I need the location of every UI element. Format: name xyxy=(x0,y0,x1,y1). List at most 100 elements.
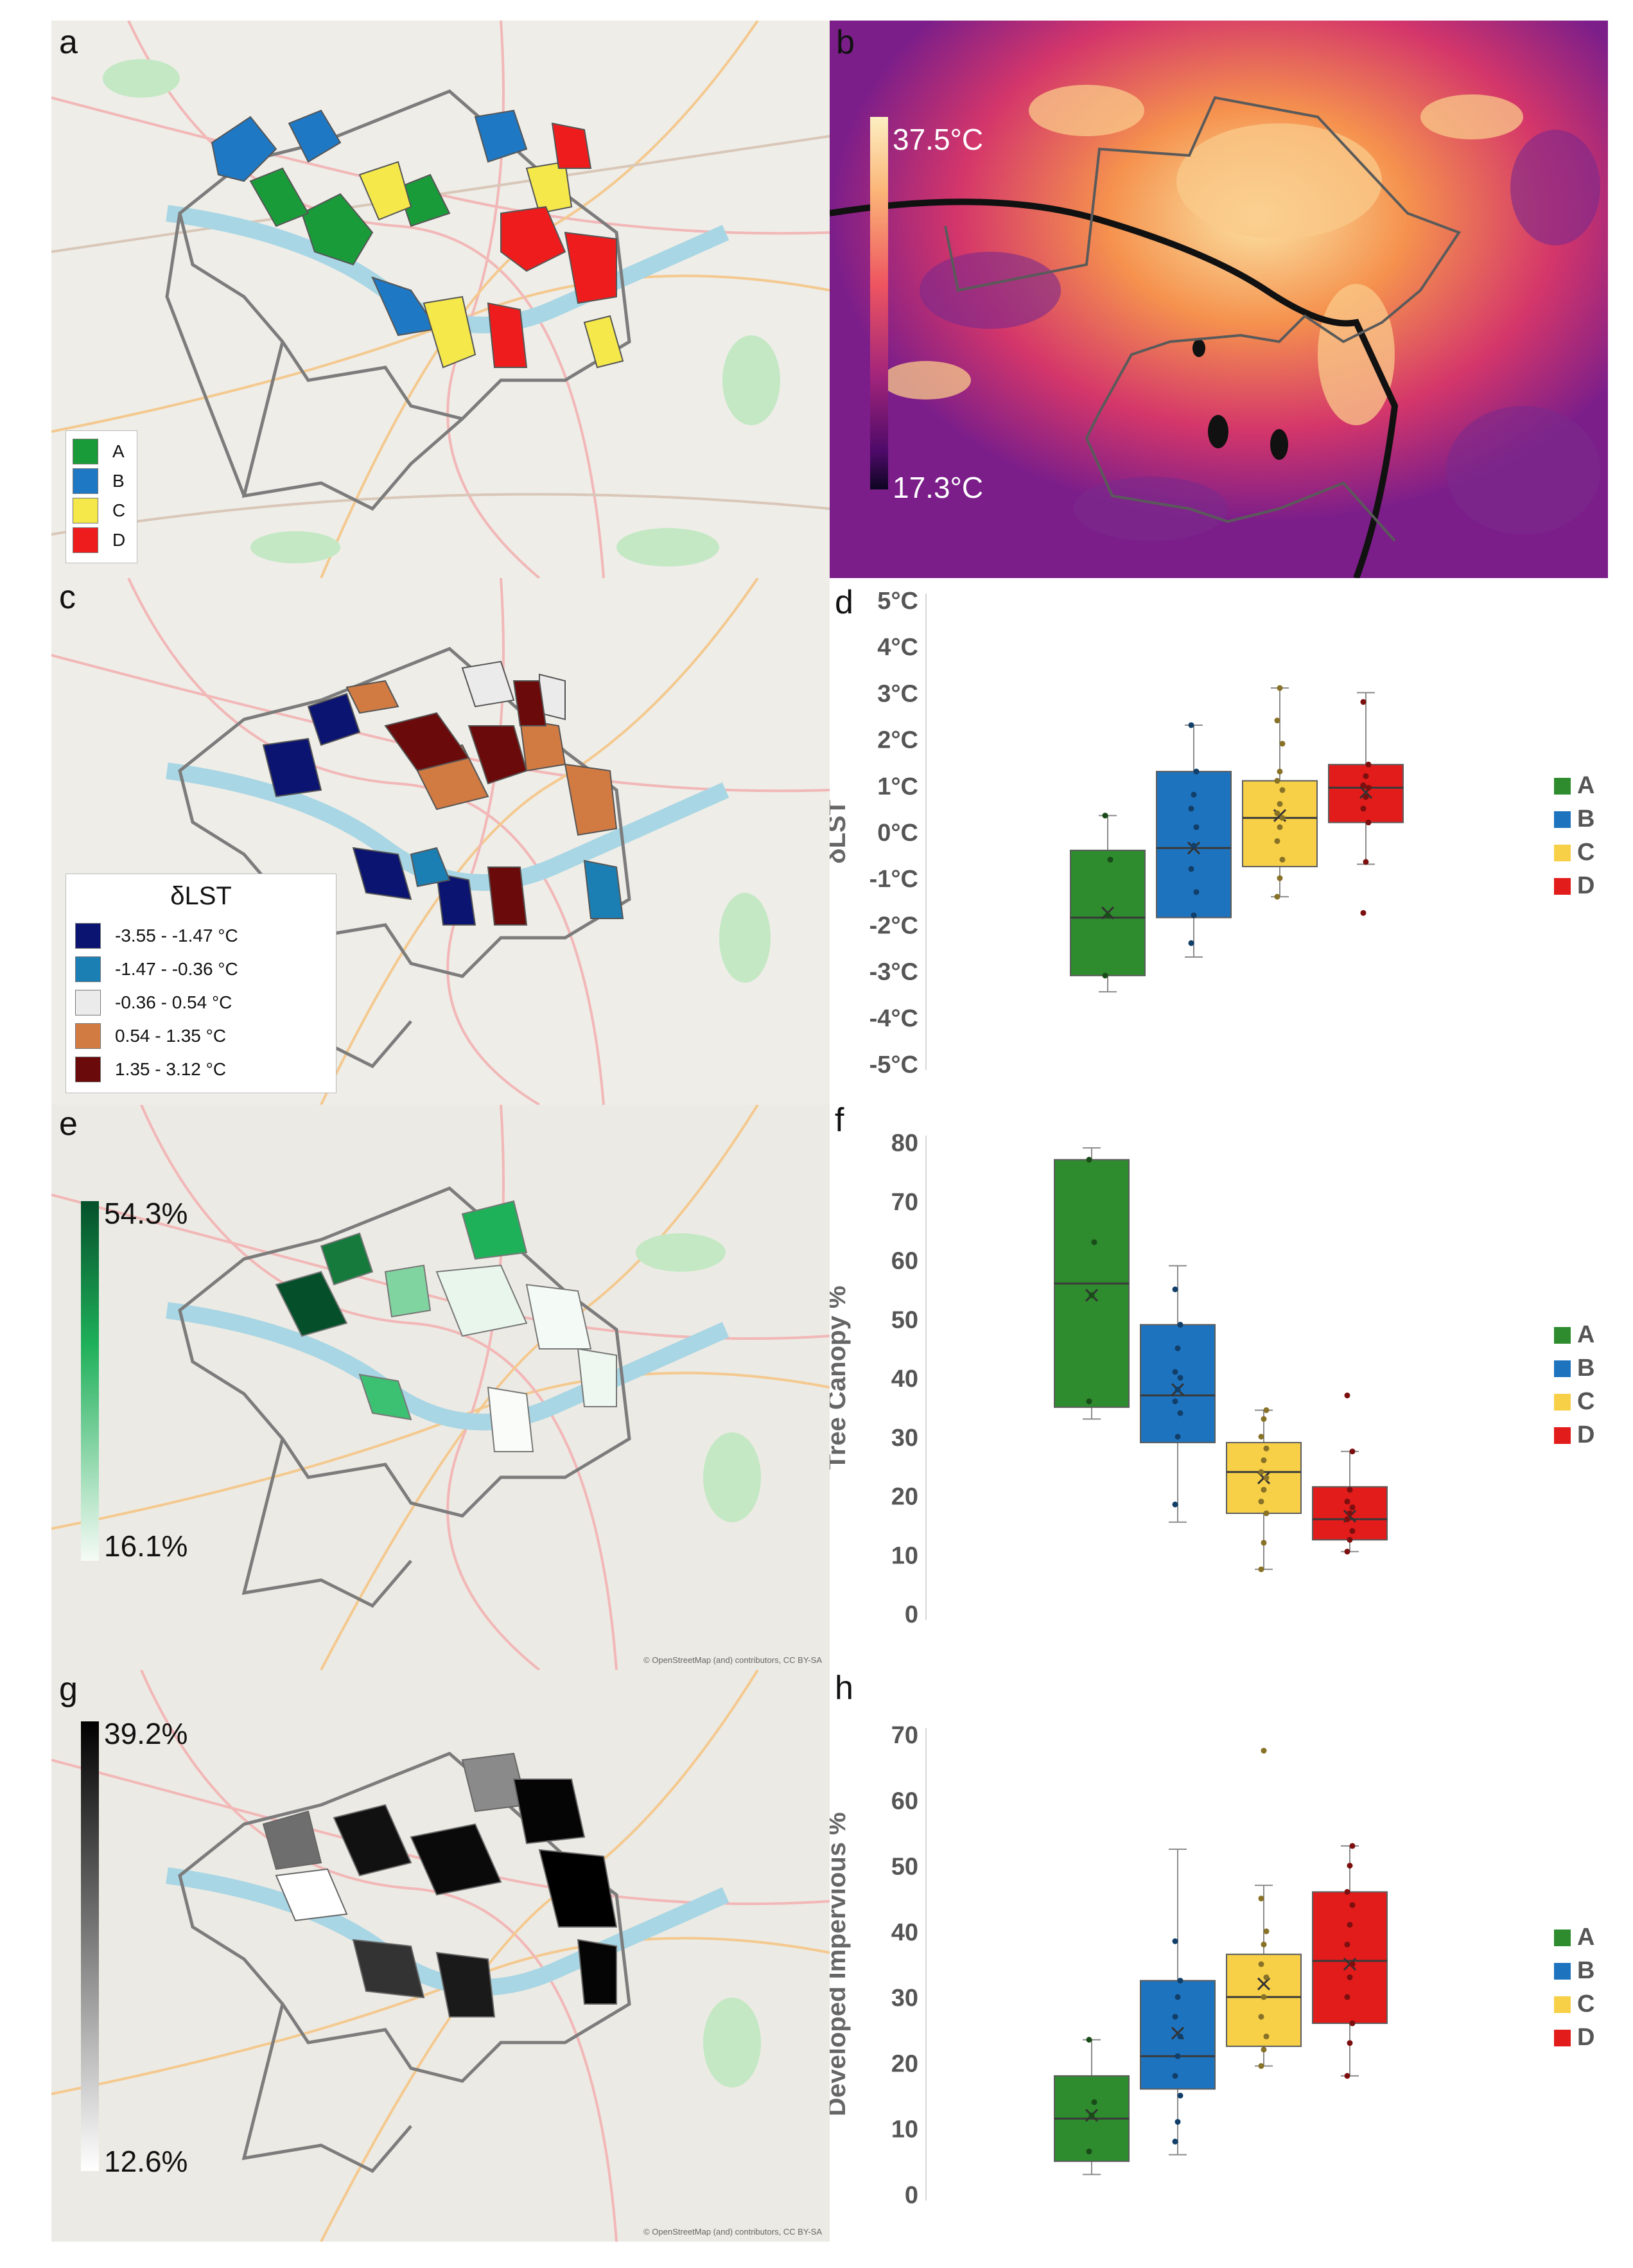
y-tick-label: 30 xyxy=(891,1985,918,2012)
dlst-legend-label-1: -3.55 - -1.47 °C xyxy=(115,926,238,945)
tree-canopy-panel-e: e 54.3% 16.1% © OpenStreetMap (and) cont… xyxy=(51,1105,830,1670)
data-point xyxy=(1193,824,1200,831)
data-point xyxy=(1347,1922,1353,1928)
data-point xyxy=(1177,1375,1183,1381)
data-point xyxy=(1263,2034,1270,2040)
data-point xyxy=(1175,1345,1181,1351)
dlst-legend-item-3: -0.36 - 0.54 °C xyxy=(75,990,232,1015)
data-point xyxy=(1188,866,1194,872)
temperature-max-label: 37.5°C xyxy=(893,123,984,156)
data-point xyxy=(1263,1928,1270,1935)
canopy-polygon xyxy=(487,1386,534,1452)
data-point xyxy=(1347,1863,1353,1869)
data-point xyxy=(1261,1941,1267,1947)
data-point xyxy=(1263,1445,1270,1452)
legend-swatch-b xyxy=(1554,1360,1571,1377)
data-point xyxy=(1263,1407,1270,1413)
data-point xyxy=(1258,2014,1264,2020)
dlst-polygons xyxy=(262,660,624,926)
legend-swatch-b xyxy=(73,468,98,494)
data-point xyxy=(1188,722,1194,728)
legend-swatch-c xyxy=(1554,845,1571,861)
data-point xyxy=(1175,2053,1181,2059)
pond xyxy=(1192,339,1205,357)
data-point xyxy=(1279,741,1286,747)
impervious-polygon xyxy=(410,1823,502,1896)
data-point xyxy=(1360,782,1367,789)
tree-canopy-map xyxy=(51,1105,830,1670)
data-point xyxy=(1349,2020,1356,2026)
impervious-max-label: 39.2% xyxy=(104,1717,188,1750)
data-point xyxy=(1188,805,1194,812)
y-tick-label: 20 xyxy=(891,2050,918,2077)
data-point xyxy=(1347,2040,1353,2046)
data-point xyxy=(1177,1321,1183,1328)
data-point xyxy=(1107,856,1113,863)
y-tick-label: 70 xyxy=(891,1722,918,1749)
data-point xyxy=(1086,1398,1092,1405)
grade-d-polygon xyxy=(564,231,617,304)
data-point xyxy=(1172,1286,1178,1292)
data-point xyxy=(1360,910,1367,916)
data-point xyxy=(1344,1393,1350,1399)
legend-swatch-c xyxy=(73,498,98,523)
legend-label-b: B xyxy=(1577,1355,1594,1382)
impervious-map xyxy=(51,1670,830,2242)
data-point xyxy=(1344,1499,1350,1505)
legend-swatch-d xyxy=(73,527,98,553)
data-point xyxy=(1365,820,1372,826)
legend-label-d: D xyxy=(1577,2024,1594,2051)
dlst-legend-swatch-5 xyxy=(75,1057,101,1082)
impervious-polygon xyxy=(352,1938,425,1999)
data-point xyxy=(1279,814,1286,821)
dlst-class-4-polygon xyxy=(564,763,618,836)
pond xyxy=(1208,415,1228,448)
panel-label-b: b xyxy=(836,24,855,61)
dlst-boxplot: 5°C 4°C 3°C 2°C 1°C 0°C -1°C -2°C -3°C -4°C -5°C δL… xyxy=(830,588,1594,1078)
y-tick-label: 4°C xyxy=(877,634,918,661)
data-point xyxy=(1175,2118,1181,2125)
data-point xyxy=(1261,1486,1267,1493)
panel-label-h: h xyxy=(835,1669,853,1707)
impervious-polygon xyxy=(333,1804,412,1877)
data-point xyxy=(1191,912,1197,919)
data-point xyxy=(1344,2073,1350,2079)
dlst-class-5-polygon xyxy=(467,725,528,785)
y-axis-label: Tree Canopy % xyxy=(830,1286,851,1470)
road xyxy=(51,493,830,536)
canopy-polygon xyxy=(384,1264,432,1318)
holc-legend: A B C D xyxy=(65,430,137,563)
canopy-polygon xyxy=(577,1348,617,1407)
legend-item-d: D xyxy=(73,527,125,553)
dlst-class-4-polygon xyxy=(345,680,399,714)
data-point xyxy=(1261,2046,1267,2053)
legend-label-c: C xyxy=(1577,839,1594,866)
data-point xyxy=(1258,1469,1264,1475)
y-axis-label: Developed Impervious % xyxy=(830,1812,851,2116)
legend-swatch-a xyxy=(1554,778,1571,795)
legend-label-a: A xyxy=(112,441,125,461)
data-point xyxy=(1363,794,1369,800)
grade-b-polygon xyxy=(288,109,342,163)
data-point xyxy=(1349,1843,1356,1849)
impervious-min-label: 12.6% xyxy=(104,2145,188,2178)
legend-label-b: B xyxy=(1577,805,1594,832)
legend-label-d: D xyxy=(1577,1421,1594,1448)
data-point xyxy=(1091,2099,1097,2105)
data-point xyxy=(1349,1528,1356,1534)
park xyxy=(703,1998,761,2088)
impervious-polygon xyxy=(262,1810,322,1870)
data-point xyxy=(1102,972,1108,979)
box-c xyxy=(1226,1953,1302,2047)
data-point xyxy=(1274,838,1280,844)
canopy-colorbar xyxy=(81,1201,99,1561)
legend-swatch-c xyxy=(1554,1394,1571,1411)
data-point xyxy=(1349,1504,1356,1511)
legend-swatch-a xyxy=(1554,1327,1571,1344)
dlst-legend-swatch-1 xyxy=(75,923,101,949)
legend-item-a: A xyxy=(73,439,125,464)
land-surface-temperature-map xyxy=(830,21,1608,578)
data-point xyxy=(1263,1475,1270,1481)
y-tick-label: -2°C xyxy=(869,912,918,939)
